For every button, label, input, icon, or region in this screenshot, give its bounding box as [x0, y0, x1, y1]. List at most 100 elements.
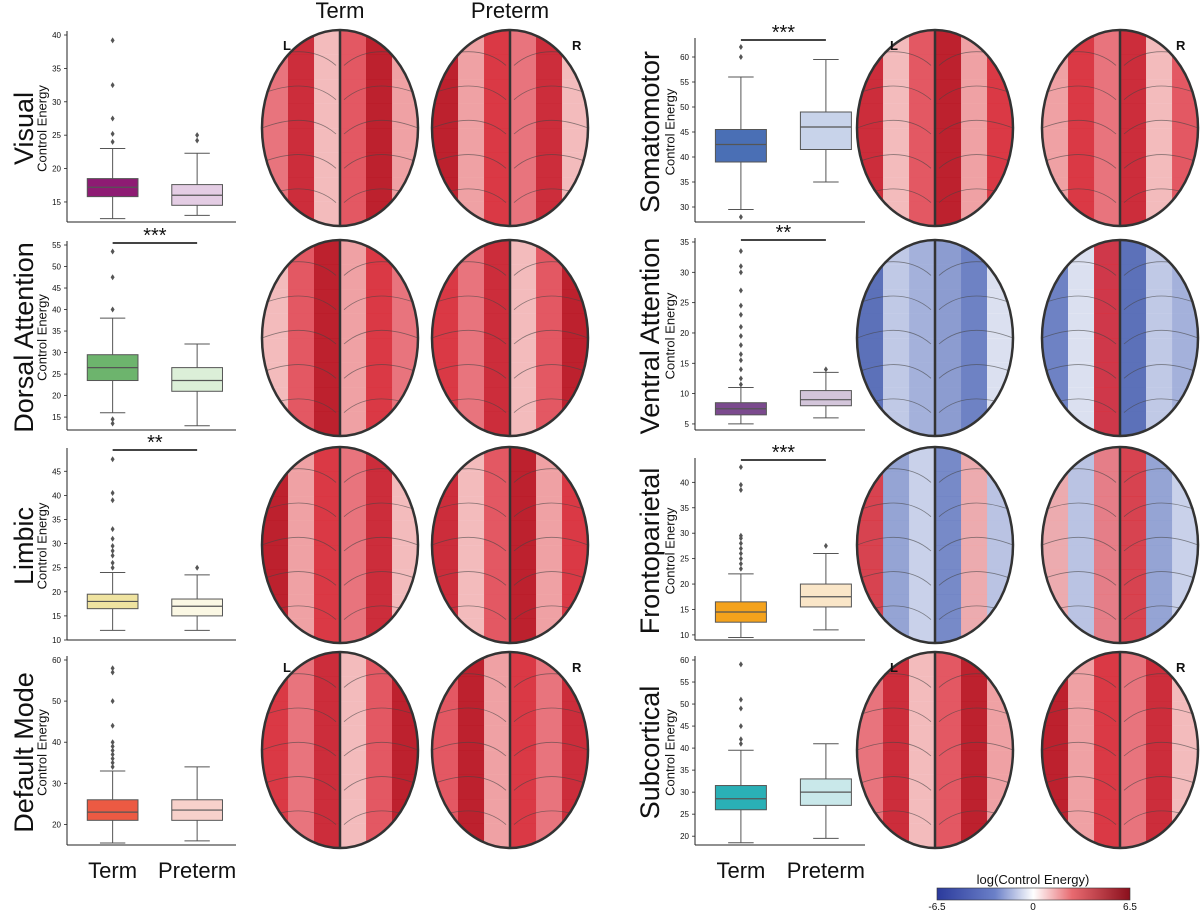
- y-tick-label: 15: [52, 198, 61, 207]
- sulcus-line: [262, 295, 337, 311]
- hemi-label-right: R: [572, 660, 582, 675]
- sulcus-line: [343, 154, 418, 169]
- parcel: [909, 701, 936, 726]
- parcel: [484, 54, 511, 80]
- parcel: [536, 520, 563, 546]
- outlier-point: [738, 287, 743, 294]
- parcel: [510, 128, 537, 153]
- parcel: [392, 823, 418, 848]
- parcel: [288, 774, 315, 800]
- parcel: [262, 618, 289, 643]
- parcel: [392, 447, 418, 472]
- parcel: [458, 103, 485, 129]
- parcel: [883, 128, 910, 153]
- brain-map-visual-term: [260, 28, 420, 228]
- y-tick-label: 55: [680, 78, 689, 87]
- parcel: [262, 725, 289, 751]
- sulcus-line: [262, 741, 337, 757]
- parcel: [987, 618, 1013, 643]
- sulcus-line: [432, 295, 507, 311]
- parcel: [1120, 264, 1147, 290]
- sulcus-line: [262, 364, 337, 379]
- parcel: [987, 447, 1013, 472]
- y-tick-label: 20: [680, 832, 689, 841]
- y-tick-label: 40: [680, 478, 689, 487]
- outlier-point: [738, 481, 743, 488]
- box-preterm: [171, 564, 223, 631]
- parcel: [1172, 520, 1198, 546]
- brain-map-default-mode-term: [260, 650, 420, 850]
- parcel: [458, 676, 485, 702]
- parcel: [1094, 725, 1121, 751]
- parcel: [1094, 313, 1121, 339]
- iqr-box: [799, 390, 852, 407]
- outlier-point: [110, 564, 115, 571]
- parcel: [314, 676, 341, 702]
- parcel: [562, 823, 588, 848]
- parcel: [288, 496, 315, 521]
- sulcus-line: [1042, 536, 1117, 552]
- parcel: [536, 313, 563, 339]
- sulcus-line: [513, 536, 588, 552]
- y-tick-label: 50: [680, 103, 689, 112]
- parcel: [883, 289, 910, 314]
- parcel: [432, 128, 459, 153]
- sulcus-line: [857, 571, 932, 586]
- parcel: [857, 652, 884, 677]
- parcel: [340, 313, 367, 339]
- parcel: [510, 362, 537, 388]
- parcel: [288, 152, 315, 178]
- brain-map-visual-preterm: [430, 28, 590, 228]
- parcel: [1094, 774, 1121, 800]
- parcel: [1146, 774, 1173, 800]
- parcel: [536, 471, 563, 497]
- sulcus-line: [432, 571, 507, 586]
- sulcus-line: [262, 502, 337, 518]
- parcel: [288, 313, 315, 339]
- parcel: [562, 725, 588, 751]
- outlier-point: [110, 416, 115, 423]
- parcel: [340, 701, 367, 726]
- parcel: [340, 676, 367, 702]
- parcel: [510, 79, 537, 104]
- parcel: [1068, 725, 1095, 751]
- outlier-point: [738, 263, 743, 270]
- parcel: [288, 520, 315, 546]
- parcel: [987, 652, 1013, 677]
- parcel: [961, 774, 988, 800]
- sulcus-line: [343, 776, 418, 791]
- iqr-box: [799, 111, 852, 150]
- sulcus-line: [343, 364, 418, 379]
- parcel: [961, 152, 988, 178]
- network-title: Frontoparietal: [635, 468, 665, 635]
- parcel: [288, 103, 315, 129]
- outlier-point: [110, 665, 115, 672]
- sulcus-line: [343, 502, 418, 518]
- parcel: [1146, 471, 1173, 497]
- parcel: [510, 774, 537, 800]
- sulcus-line: [513, 85, 588, 101]
- parcel: [1146, 264, 1173, 290]
- brain-map-frontoparietal-term: [855, 445, 1015, 645]
- sulcus-line: [1042, 776, 1117, 791]
- parcel: [288, 362, 315, 388]
- parcel: [1068, 128, 1095, 153]
- sulcus-line: [938, 741, 1013, 757]
- box-preterm: [799, 366, 852, 419]
- parcel: [562, 520, 588, 546]
- parcel: [432, 338, 459, 363]
- parcel: [366, 54, 393, 80]
- outlier-point: [110, 248, 115, 255]
- sulcus-line: [1042, 741, 1117, 757]
- parcel: [935, 594, 962, 619]
- parcel: [1068, 569, 1095, 595]
- parcel: [458, 725, 485, 751]
- network-title: Ventral Attention: [635, 238, 665, 435]
- parcel: [909, 496, 936, 521]
- y-tick-label: 25: [680, 555, 689, 564]
- y-tick-label: 50: [680, 700, 689, 709]
- parcel: [1094, 471, 1121, 497]
- parcel: [1146, 496, 1173, 521]
- sulcus-line: [1042, 707, 1117, 723]
- parcel: [314, 54, 341, 80]
